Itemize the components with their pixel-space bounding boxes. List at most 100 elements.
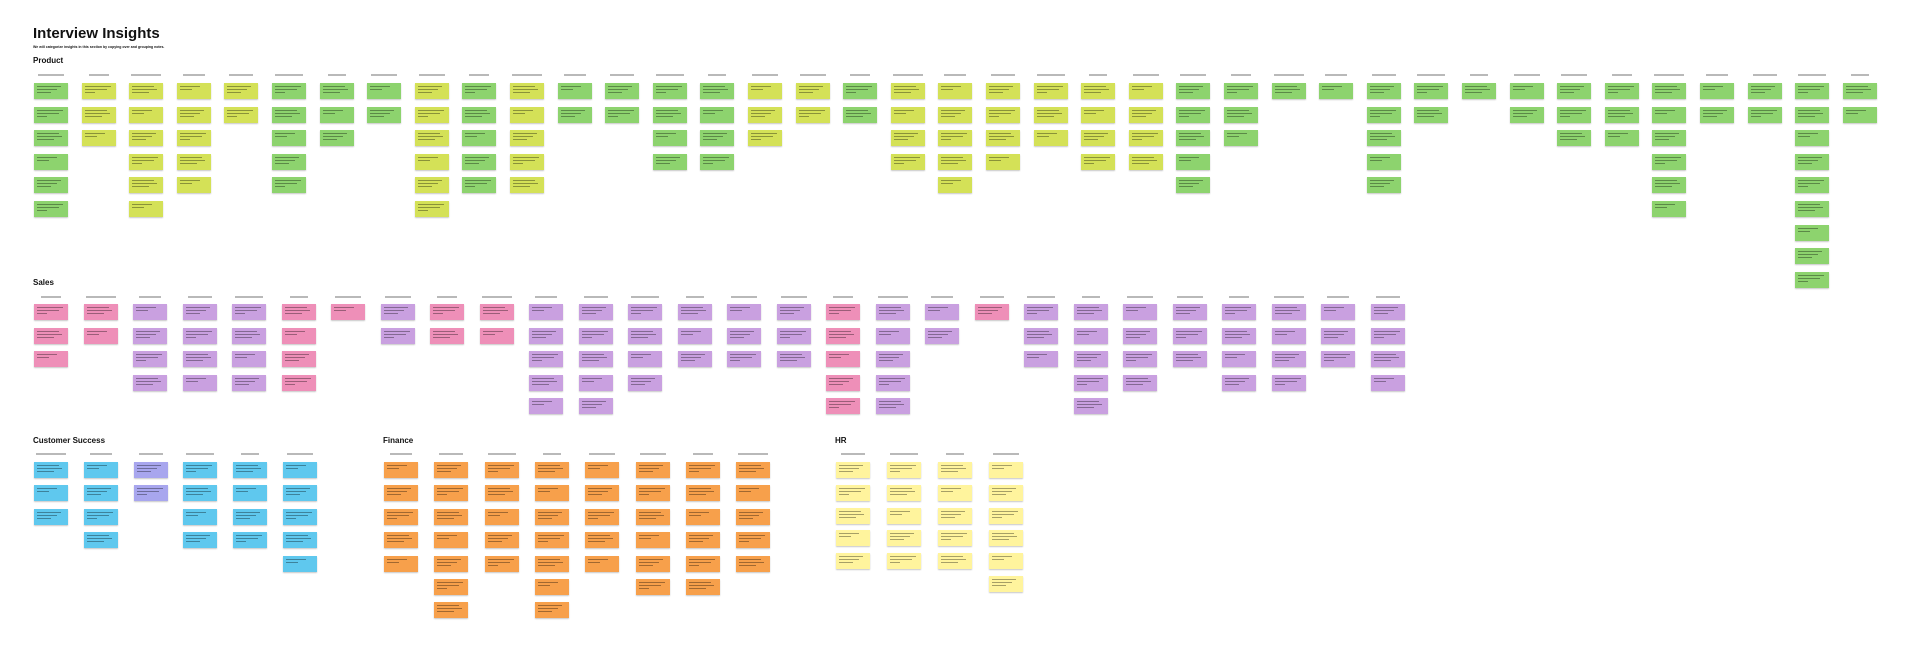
sticky-note[interactable]: [836, 485, 870, 501]
sticky-note[interactable]: [320, 83, 354, 99]
sticky-note[interactable]: [748, 83, 782, 99]
sticky-note[interactable]: [331, 304, 365, 320]
sticky-note[interactable]: [283, 532, 317, 548]
sticky-note[interactable]: [1700, 83, 1734, 99]
sticky-note[interactable]: [283, 462, 317, 478]
sticky-note[interactable]: [1748, 83, 1782, 99]
sticky-note[interactable]: [82, 130, 116, 146]
sticky-note[interactable]: [1795, 130, 1829, 146]
sticky-note[interactable]: [1074, 304, 1108, 320]
sticky-note[interactable]: [272, 107, 306, 123]
sticky-note[interactable]: [1024, 328, 1058, 344]
sticky-note[interactable]: [989, 462, 1023, 478]
sticky-note[interactable]: [628, 351, 662, 367]
sticky-note[interactable]: [1795, 83, 1829, 99]
sticky-note[interactable]: [34, 328, 68, 344]
sticky-note[interactable]: [938, 177, 972, 193]
sticky-note[interactable]: [232, 328, 266, 344]
sticky-note[interactable]: [843, 83, 877, 99]
sticky-note[interactable]: [34, 177, 68, 193]
sticky-note[interactable]: [579, 375, 613, 391]
sticky-note[interactable]: [826, 375, 860, 391]
sticky-note[interactable]: [462, 83, 496, 99]
sticky-note[interactable]: [434, 602, 468, 618]
sticky-note[interactable]: [938, 508, 972, 524]
sticky-note[interactable]: [480, 304, 514, 320]
sticky-note[interactable]: [628, 328, 662, 344]
sticky-note[interactable]: [1081, 83, 1115, 99]
sticky-note[interactable]: [320, 130, 354, 146]
sticky-note[interactable]: [876, 375, 910, 391]
sticky-note[interactable]: [777, 328, 811, 344]
sticky-note[interactable]: [579, 351, 613, 367]
sticky-note[interactable]: [1272, 351, 1306, 367]
sticky-note[interactable]: [34, 509, 68, 525]
sticky-note[interactable]: [320, 107, 354, 123]
sticky-note[interactable]: [129, 107, 163, 123]
sticky-note[interactable]: [887, 553, 921, 569]
sticky-note[interactable]: [485, 485, 519, 501]
sticky-note[interactable]: [1843, 83, 1877, 99]
sticky-note[interactable]: [1123, 375, 1157, 391]
sticky-note[interactable]: [282, 351, 316, 367]
sticky-note[interactable]: [529, 328, 563, 344]
sticky-note[interactable]: [233, 462, 267, 478]
sticky-note[interactable]: [1081, 107, 1115, 123]
sticky-note[interactable]: [133, 304, 167, 320]
sticky-note[interactable]: [1843, 107, 1877, 123]
sticky-note[interactable]: [34, 304, 68, 320]
sticky-note[interactable]: [183, 462, 217, 478]
sticky-note[interactable]: [183, 509, 217, 525]
sticky-note[interactable]: [1074, 398, 1108, 414]
sticky-note[interactable]: [529, 351, 563, 367]
sticky-note[interactable]: [415, 130, 449, 146]
sticky-note[interactable]: [748, 130, 782, 146]
sticky-note[interactable]: [1557, 130, 1591, 146]
sticky-note[interactable]: [272, 130, 306, 146]
sticky-note[interactable]: [462, 177, 496, 193]
sticky-note[interactable]: [183, 485, 217, 501]
sticky-note[interactable]: [686, 485, 720, 501]
sticky-note[interactable]: [282, 304, 316, 320]
sticky-note[interactable]: [133, 375, 167, 391]
sticky-note[interactable]: [384, 509, 418, 525]
sticky-note[interactable]: [535, 462, 569, 478]
sticky-note[interactable]: [462, 154, 496, 170]
sticky-note[interactable]: [989, 553, 1023, 569]
sticky-note[interactable]: [232, 304, 266, 320]
sticky-note[interactable]: [434, 532, 468, 548]
sticky-note[interactable]: [1222, 351, 1256, 367]
sticky-note[interactable]: [510, 107, 544, 123]
sticky-note[interactable]: [1129, 130, 1163, 146]
sticky-note[interactable]: [938, 462, 972, 478]
sticky-note[interactable]: [1081, 130, 1115, 146]
sticky-note[interactable]: [183, 351, 217, 367]
sticky-note[interactable]: [1129, 83, 1163, 99]
sticky-note[interactable]: [686, 579, 720, 595]
sticky-note[interactable]: [129, 83, 163, 99]
sticky-note[interactable]: [84, 304, 118, 320]
sticky-note[interactable]: [485, 462, 519, 478]
sticky-note[interactable]: [975, 304, 1009, 320]
sticky-note[interactable]: [736, 462, 770, 478]
sticky-note[interactable]: [183, 375, 217, 391]
sticky-note[interactable]: [700, 83, 734, 99]
sticky-note[interactable]: [653, 130, 687, 146]
sticky-note[interactable]: [843, 107, 877, 123]
sticky-note[interactable]: [585, 532, 619, 548]
sticky-note[interactable]: [183, 304, 217, 320]
sticky-note[interactable]: [1173, 328, 1207, 344]
sticky-note[interactable]: [129, 177, 163, 193]
sticky-note[interactable]: [434, 509, 468, 525]
sticky-note[interactable]: [876, 351, 910, 367]
sticky-note[interactable]: [183, 532, 217, 548]
sticky-note[interactable]: [891, 83, 925, 99]
sticky-note[interactable]: [938, 154, 972, 170]
sticky-note[interactable]: [1123, 328, 1157, 344]
sticky-note[interactable]: [1321, 351, 1355, 367]
sticky-note[interactable]: [938, 530, 972, 546]
sticky-note[interactable]: [34, 83, 68, 99]
sticky-note[interactable]: [585, 485, 619, 501]
sticky-note[interactable]: [233, 485, 267, 501]
sticky-note[interactable]: [34, 107, 68, 123]
